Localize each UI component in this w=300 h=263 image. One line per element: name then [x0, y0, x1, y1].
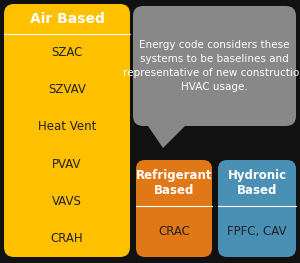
Text: CRAC: CRAC: [158, 225, 190, 238]
Polygon shape: [148, 126, 185, 148]
FancyBboxPatch shape: [136, 160, 212, 257]
Text: CRAH: CRAH: [51, 232, 83, 245]
Text: FPFC, CAV: FPFC, CAV: [227, 225, 287, 238]
Text: Heat Vent: Heat Vent: [38, 120, 96, 133]
Text: Energy code considers these
systems to be baselines and
representative of new co: Energy code considers these systems to b…: [123, 40, 300, 92]
Text: Air Based: Air Based: [30, 12, 104, 26]
FancyBboxPatch shape: [4, 4, 130, 257]
Text: SZAC: SZAC: [51, 46, 83, 59]
Text: Refrigerant
Based: Refrigerant Based: [136, 169, 212, 198]
Text: PVAV: PVAV: [52, 158, 82, 171]
FancyBboxPatch shape: [218, 160, 296, 257]
Text: VAVS: VAVS: [52, 195, 82, 208]
Text: SZVAV: SZVAV: [48, 83, 86, 96]
Text: Hydronic
Based: Hydronic Based: [227, 169, 286, 198]
FancyBboxPatch shape: [133, 6, 296, 126]
